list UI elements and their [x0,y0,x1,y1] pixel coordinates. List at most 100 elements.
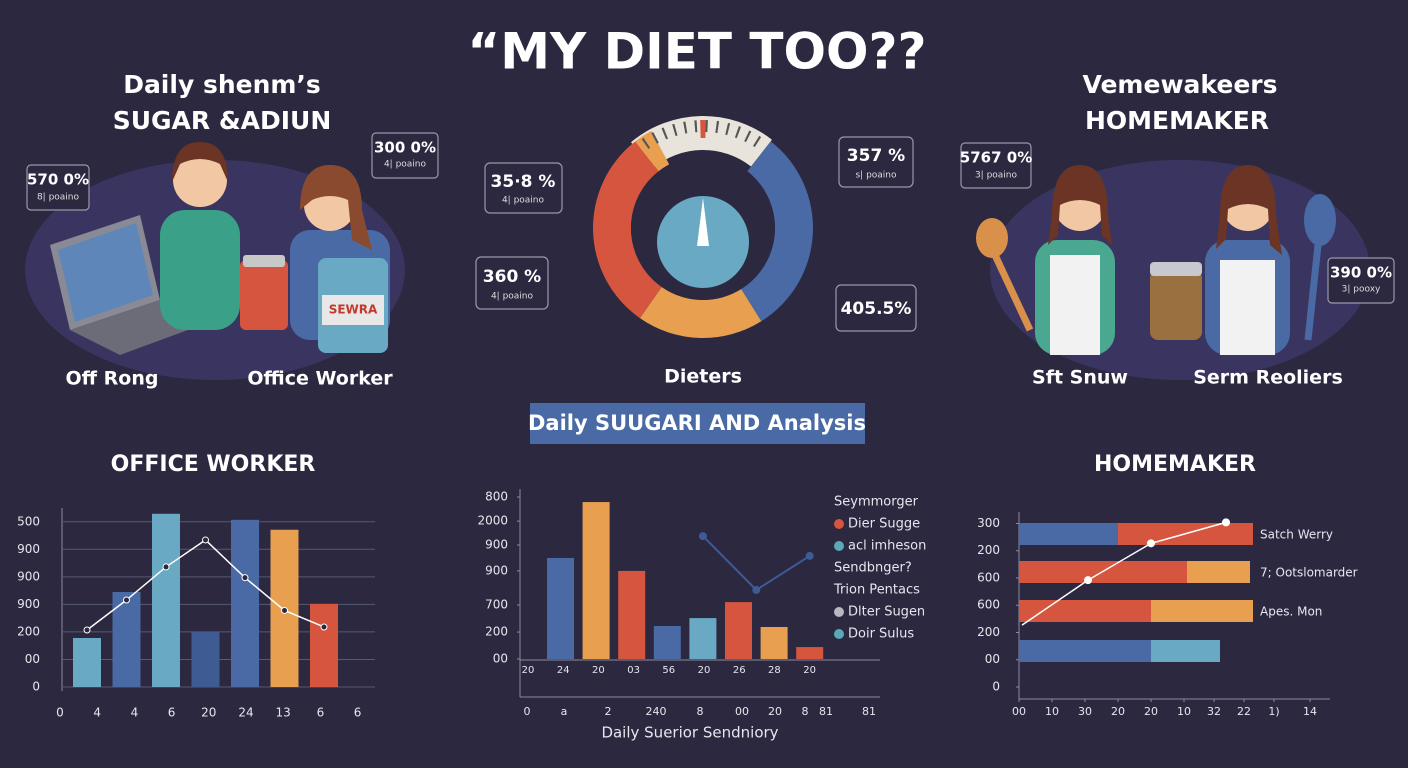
gauge-tick [725,122,731,136]
bar [73,637,101,687]
bar-segment [1151,640,1220,662]
gauge-tick [694,120,698,133]
line-point [241,574,249,582]
bar [191,631,220,687]
legend-label: Sendbnger? [834,561,912,576]
bar-segment [1187,561,1250,583]
bar-segment [1019,523,1118,545]
legend-swatch [834,541,844,551]
y-tick-label: 00 [25,652,40,666]
panel-label: Dieters [664,366,742,388]
banner [530,403,865,444]
x-tick-label: 10 [1177,705,1191,718]
x-tick-label: 81 [819,705,833,718]
gauge-needle [697,198,709,246]
line-point [162,563,170,571]
x-tick-label: 20 [592,665,605,676]
line-point [123,596,130,604]
gauge-face [631,116,772,169]
x-tick-label: 0 [56,706,64,720]
x-tick-label: 22 [1237,705,1251,718]
x-tick-label: 56 [662,665,675,676]
x-tick-label: 240 [646,705,667,718]
line-point [698,532,707,541]
x-tick-label: 00 [735,705,749,718]
donut-segment [593,141,662,319]
homemaker-illustration [976,165,1336,355]
gauge-tick [651,132,659,144]
y-tick-label: 900 [485,563,508,577]
x-tick-label: 03 [627,665,640,676]
x-tick-label: a [561,705,568,718]
panel-label: Sft Snuw [1032,367,1128,389]
callout-sub: 4| poaino [502,196,545,206]
callout-value: 357 % [847,146,905,166]
line-point [752,585,761,594]
panel-heading: Daily shenm’s [123,70,321,99]
gauge-pointer [700,120,706,139]
y-tick-label: 300 [977,516,1000,530]
bar [310,603,338,687]
line-point [202,536,209,544]
x-tick-label: 30 [1078,705,1092,718]
panel-heading: HOMEMAKER [1085,106,1269,135]
y-tick-label: 600 [977,570,1000,584]
legend-label: Doir Sulus [848,627,914,642]
y-tick-label: 0 [32,680,40,694]
x-tick-label: 20 [1111,705,1125,718]
gauge-tick [672,123,678,137]
y-tick-label: 200 [977,625,1000,639]
callout-box [835,284,917,332]
x-tick-label: 20 [201,706,216,720]
callout-sub: 8| poaino [37,193,80,203]
callout-box [475,256,549,310]
bar [152,513,180,687]
callout-value: 570 0% [27,171,89,189]
bar [231,519,259,687]
bar [796,647,824,659]
legend-label: Dlter Sugen [848,605,925,620]
svg-text:SEWRA: SEWRA [329,303,378,317]
callout-value: 300 0% [374,139,436,157]
bar [547,557,574,659]
bar [112,591,141,687]
callout-box [1327,257,1395,304]
panel-label: Serm Reoliers [1193,367,1343,389]
y-tick-label: 900 [485,537,508,551]
x-tick-label: 20 [522,665,535,676]
panel-label: Off Rong [66,368,159,390]
x-tick-label: 24 [238,706,253,720]
trend-point [1147,539,1155,548]
y-tick-label: 800 [485,490,508,504]
callout-value: 360 % [483,267,541,287]
bar-segment [1151,600,1253,622]
x-tick-label: 8 [697,705,704,718]
office-illustration: SEWRA [50,142,390,355]
callout-value: 390 0% [1330,264,1392,282]
bar [618,570,646,659]
callout-box [26,164,90,211]
x-tick-label: 2 [605,705,612,718]
bar-label: Satch Werry [1260,528,1333,542]
bar [760,627,788,659]
gauge-tick [715,120,720,134]
x-tick-label: 28 [768,665,781,676]
chart-title: HOMEMAKER [1094,452,1256,477]
callout-sub: 3| pooxy [1342,285,1381,295]
x-tick-label: 6 [168,706,176,720]
y-tick-label: 200 [17,624,40,638]
panel-heading: Vemewakeers [1083,70,1278,99]
y-tick-label: 900 [17,597,40,611]
trend-point [1084,576,1092,585]
legend-label: Dier Sugge [848,517,920,532]
x-tick-label: 1) [1268,705,1279,718]
x-tick-label: 0 [524,705,531,718]
legend-swatch [834,519,844,529]
x-tick-label: 81 [862,705,876,718]
y-tick-label: 900 [17,569,40,583]
trend-point [1222,518,1230,527]
callout-value: 35·8 % [491,172,556,192]
line-point [805,551,814,560]
